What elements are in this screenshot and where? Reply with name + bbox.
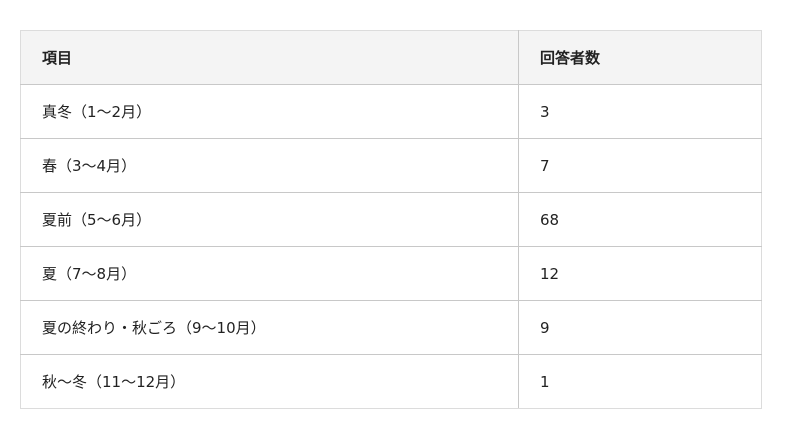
respondents-cell: 7 (518, 138, 762, 193)
table-row: 夏の終わり・秋ごろ（9〜10月） 9 (20, 300, 762, 355)
item-cell: 真冬（1〜2月） (20, 84, 519, 139)
table-row: 夏（7〜8月） 12 (20, 246, 762, 301)
item-cell: 秋〜冬（11〜12月） (20, 354, 519, 409)
item-cell: 夏の終わり・秋ごろ（9〜10月） (20, 300, 519, 355)
survey-table: 項目 回答者数 真冬（1〜2月） 3 春（3〜4月） 7 夏前（5〜6月） 68 夏（7〜8… (20, 30, 762, 409)
respondents-cell: 1 (518, 354, 762, 409)
respondents-cell: 9 (518, 300, 762, 355)
table-row: 春（3〜4月） 7 (20, 138, 762, 193)
respondents-cell: 12 (518, 246, 762, 301)
table-row: 夏前（5〜6月） 68 (20, 192, 762, 247)
item-cell: 春（3〜4月） (20, 138, 519, 193)
item-cell: 夏（7〜8月） (20, 246, 519, 301)
item-cell: 夏前（5〜6月） (20, 192, 519, 247)
table-header-row: 項目 回答者数 (20, 30, 762, 85)
header-item: 項目 (20, 30, 519, 85)
respondents-cell: 68 (518, 192, 762, 247)
table-row: 真冬（1〜2月） 3 (20, 84, 762, 139)
table-row: 秋〜冬（11〜12月） 1 (20, 354, 762, 409)
respondents-cell: 3 (518, 84, 762, 139)
header-respondents: 回答者数 (518, 30, 762, 85)
